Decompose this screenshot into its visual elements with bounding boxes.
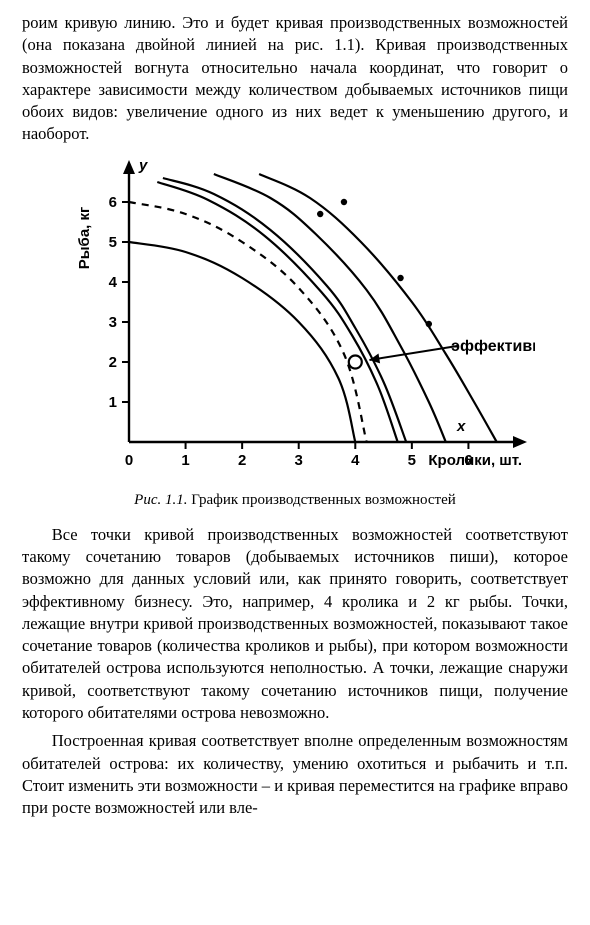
svg-text:1: 1 [181, 452, 189, 469]
svg-text:1: 1 [109, 394, 117, 411]
svg-text:4: 4 [109, 274, 118, 291]
svg-text:y: y [138, 157, 148, 174]
figure-ref: Рис. 1.1. [134, 492, 187, 508]
svg-text:5: 5 [109, 234, 117, 251]
figure-caption: Рис. 1.1. График производственных возмож… [22, 490, 568, 510]
svg-text:4: 4 [351, 452, 360, 469]
figure-caption-text: График производственных возможностей [191, 492, 456, 508]
svg-text:Рыба, кг: Рыба, кг [76, 206, 93, 269]
svg-text:3: 3 [109, 314, 117, 331]
svg-text:Кролики, шт.: Кролики, шт. [428, 452, 522, 469]
svg-text:6: 6 [109, 194, 117, 211]
svg-text:3: 3 [295, 452, 303, 469]
svg-text:2: 2 [238, 452, 246, 469]
svg-text:эффективный бизнес: эффективный бизнес [451, 338, 535, 355]
svg-text:5: 5 [408, 452, 416, 469]
paragraph-1: роим кривую линию. Это и будет кривая пр… [22, 12, 568, 146]
ppf-chart-svg: 0123456123456yРыба, кгxКролики, шт.эффек… [55, 152, 535, 482]
svg-text:x: x [456, 418, 466, 435]
paragraph-3: Построенная кривая соответствует вполне … [22, 730, 568, 819]
ppf-chart: 0123456123456yРыба, кгxКролики, шт.эффек… [22, 152, 568, 482]
svg-text:0: 0 [125, 452, 133, 469]
svg-text:2: 2 [109, 354, 117, 371]
paragraph-2: Все точки кривой производственных возмож… [22, 524, 568, 724]
